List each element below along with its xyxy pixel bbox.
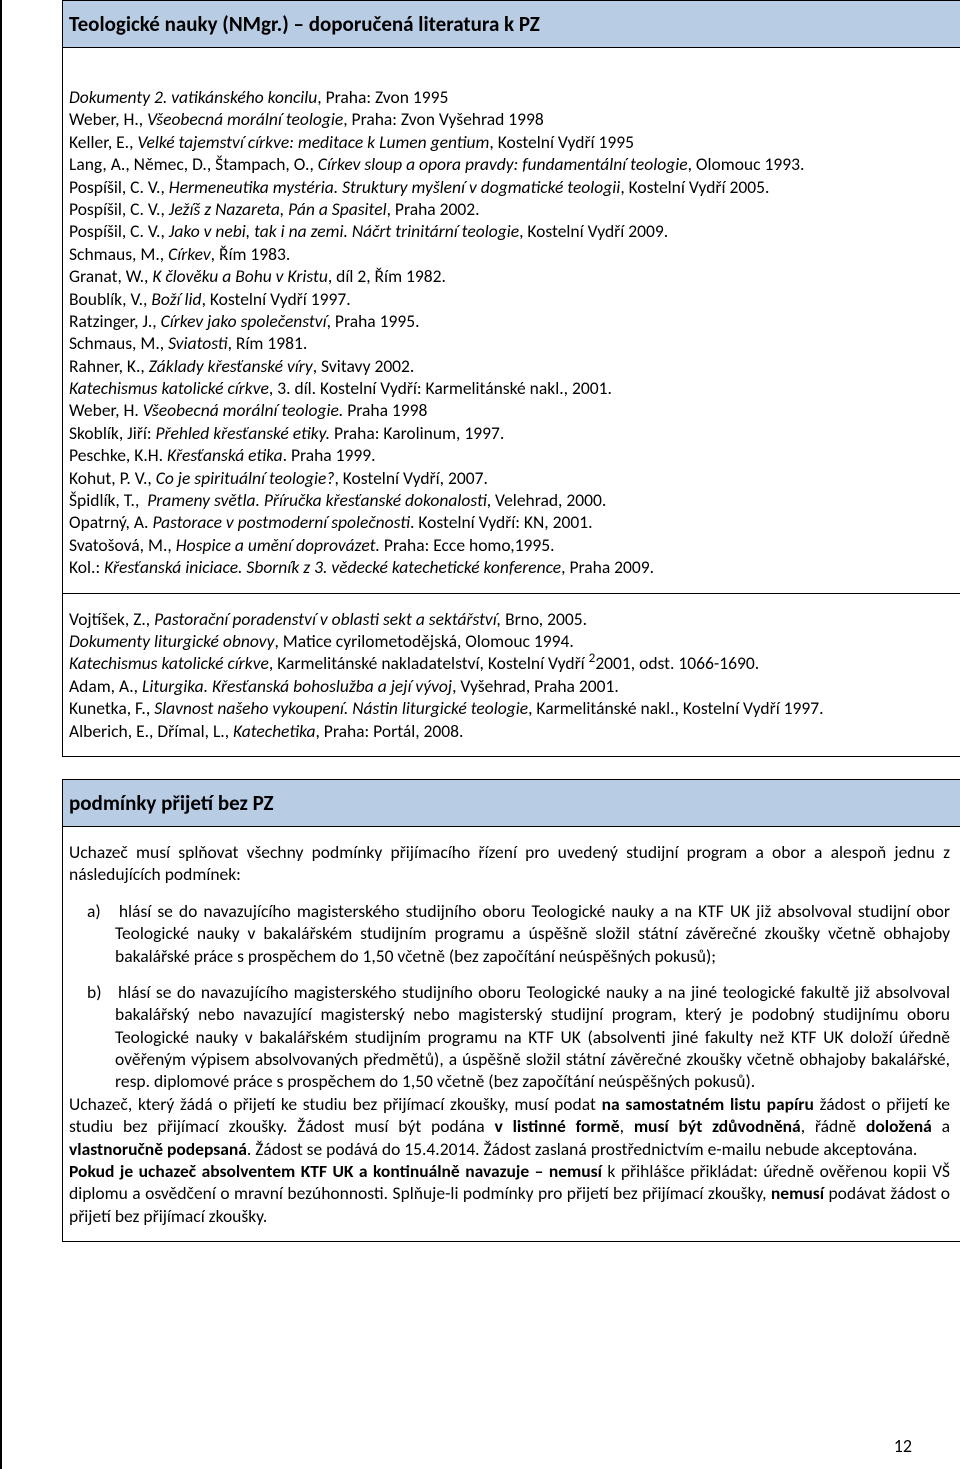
lit-line: Skoblík, Jiří: Přehled křesťanské etiky.… <box>69 422 950 444</box>
lit-line: Pospíšil, C. V., Hermeneutika mystéria. … <box>69 176 950 198</box>
page-container: Teologické nauky (NMgr.) – doporučená li… <box>0 0 960 1469</box>
lit-line: Lang, A., Němec, D., Štampach, O., Círke… <box>69 153 950 175</box>
lit-line: Svatošová, M., Hospice a umění doprováze… <box>69 534 950 556</box>
conditions-paragraph-2: Uchazeč, který žádá o přijetí ke studiu … <box>69 1093 950 1160</box>
header-text: Teologické nauky (NMgr.) – doporučená li… <box>69 11 540 37</box>
lit-line: Keller, E., Velké tajemství církve: medi… <box>69 131 950 153</box>
lit-line: Opatrný, A. Pastorace v postmoderní spol… <box>69 511 950 533</box>
lit-line: Katechismus katolické církve, Karmelitán… <box>69 652 950 674</box>
page-number: 12 <box>894 1435 912 1457</box>
lit-line: Alberich, E., Dřímal, L., Katechetika, P… <box>69 720 950 742</box>
condition-item-a: a) hlásí se do navazujícího magisterskéh… <box>69 900 950 967</box>
lit-line: Pospíšil, C. V., Jako v nebi, tak i na z… <box>69 220 950 242</box>
lit-line: Pospíšil, C. V., Ježíš z Nazareta, Pán a… <box>69 198 950 220</box>
condition-item-b: b) hlásí se do navazujícího magisterskéh… <box>69 981 950 1093</box>
lit-line: Dokumenty liturgické obnovy, Matice cyri… <box>69 630 950 652</box>
lit-line: Kohut, P. V., Co je spirituální teologie… <box>69 467 950 489</box>
lit-line: Vojtíšek, Z., Pastorační poradenství v o… <box>69 608 950 630</box>
lit-line: Kol.: Křesťanská iniciace. Sborník z 3. … <box>69 556 950 578</box>
lit-line: Kunetka, F., Slavnost našeho vykoupení. … <box>69 697 950 719</box>
list-marker: b) <box>87 981 102 1003</box>
literature-block-1: Dokumenty 2. vatikánského koncilu, Praha… <box>62 72 960 594</box>
conditions-paragraph-3: Pokud je uchazeč absolventem KTF UK a ko… <box>69 1160 950 1227</box>
lit-line: Boublík, V., Boží lid, Kostelní Vydří 19… <box>69 288 950 310</box>
lit-line: Ratzinger, J., Církev jako společenství,… <box>69 310 950 332</box>
lit-line: Katechismus katolické církve, 3. díl. Ko… <box>69 377 950 399</box>
lit-line: Rahner, K., Základy křesťanské víry, Svi… <box>69 355 950 377</box>
lit-line: Dokumenty 2. vatikánského koncilu, Praha… <box>69 86 950 108</box>
lit-line: Peschke, K.H. Křesťanská etika. Praha 19… <box>69 444 950 466</box>
list-marker: a) <box>87 900 101 922</box>
lit-line: Weber, H. Všeobecná morální teologie. Pr… <box>69 399 950 421</box>
section-header-literature: Teologické nauky (NMgr.) – doporučená li… <box>62 0 960 48</box>
list-text: hlásí se do navazujícího magisterského s… <box>115 900 950 967</box>
lit-line: Schmaus, M., Církev, Řím 1983. <box>69 243 950 265</box>
literature-block-2: Vojtíšek, Z., Pastorační poradenství v o… <box>62 594 960 757</box>
header-gap <box>62 48 960 72</box>
lit-line: Weber, H., Všeobecná morální teologie, P… <box>69 108 950 130</box>
section-header-conditions: podmínky přijetí bez PZ <box>62 779 960 827</box>
lit-line: Schmaus, M., Sviatosti, Rím 1981. <box>69 332 950 354</box>
list-text: hlásí se do navazujícího magisterského s… <box>115 981 950 1093</box>
conditions-intro: Uchazeč musí splňovat všechny podmínky p… <box>69 841 950 886</box>
lit-line: Špidlík, T., Prameny světla. Příručka kř… <box>69 489 950 511</box>
header-text: podmínky přijetí bez PZ <box>69 790 274 816</box>
conditions-block: Uchazeč musí splňovat všechny podmínky p… <box>62 827 960 1242</box>
lit-line: Adam, A., Liturgika. Křesťanská bohosluž… <box>69 675 950 697</box>
lit-line: Granat, W., K člověku a Bohu v Kristu, d… <box>69 265 950 287</box>
